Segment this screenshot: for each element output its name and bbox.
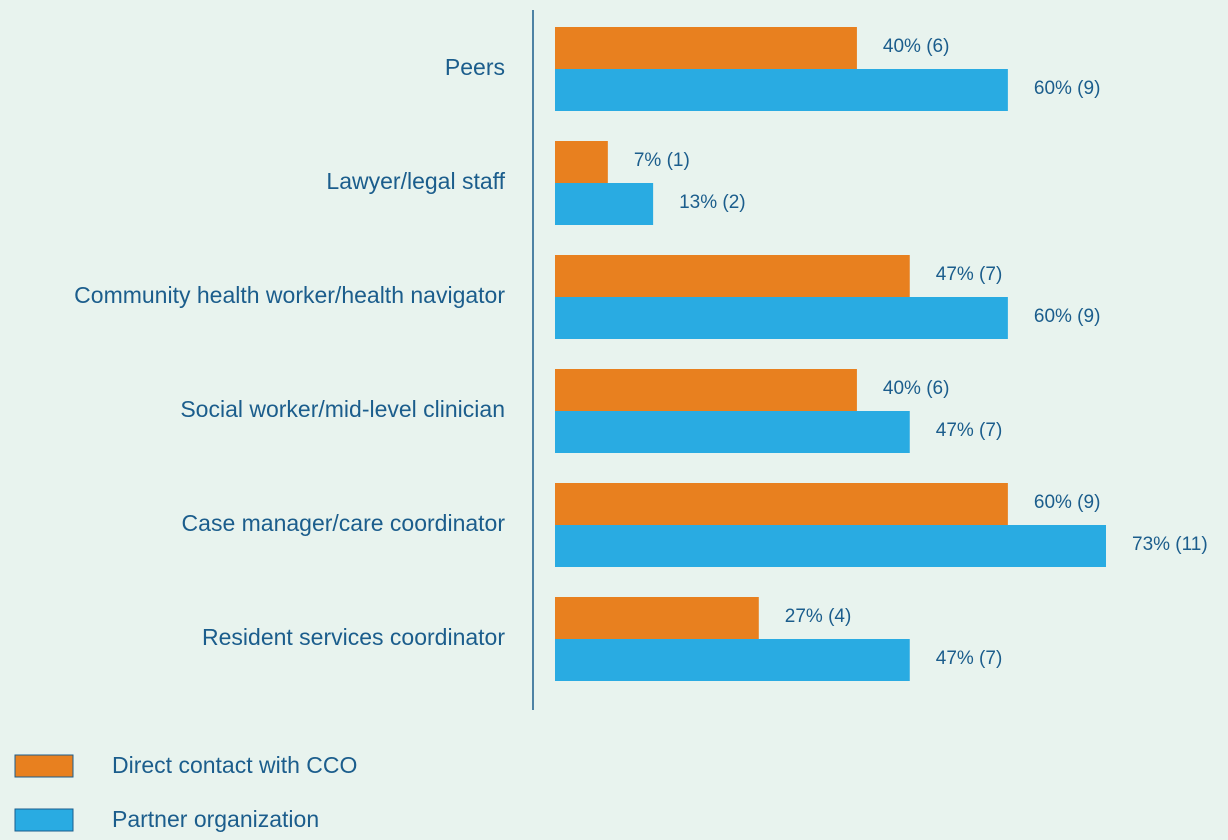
bar — [555, 69, 1008, 111]
bar — [555, 255, 910, 297]
bar — [555, 411, 910, 453]
value-label: 13% (2) — [679, 192, 746, 213]
legend-swatch — [14, 808, 74, 832]
category-label: Case manager/care coordinator — [182, 510, 506, 536]
value-label: 47% (7) — [936, 420, 1003, 441]
bar — [555, 297, 1008, 339]
value-label: 60% (9) — [1034, 306, 1101, 327]
bar — [555, 183, 654, 225]
bar — [555, 369, 857, 411]
value-label: 27% (4) — [785, 606, 852, 627]
bar — [555, 639, 910, 681]
category-label: Peers — [445, 54, 505, 80]
bar — [555, 483, 1008, 525]
legend-label: Direct contact with CCO — [112, 752, 357, 778]
category-label: Social worker/mid-level clinician — [180, 396, 505, 422]
value-label: 40% (6) — [883, 378, 950, 399]
value-label: 60% (9) — [1034, 492, 1101, 513]
category-label: Lawyer/legal staff — [326, 168, 505, 194]
value-label: 47% (7) — [936, 264, 1003, 285]
category-label: Community health worker/health navigator — [74, 282, 505, 308]
value-label: 40% (6) — [883, 36, 950, 57]
legend-label: Partner organization — [112, 806, 319, 832]
bar — [555, 141, 608, 183]
value-label: 7% (1) — [634, 150, 690, 171]
bar — [555, 525, 1106, 567]
legend-swatch — [14, 754, 74, 778]
value-label: 47% (7) — [936, 648, 1003, 669]
value-label: 60% (9) — [1034, 78, 1101, 99]
bar — [555, 27, 857, 69]
bar — [555, 597, 759, 639]
category-label: Resident services coordinator — [202, 624, 505, 650]
value-label: 73% (11) — [1132, 534, 1208, 555]
